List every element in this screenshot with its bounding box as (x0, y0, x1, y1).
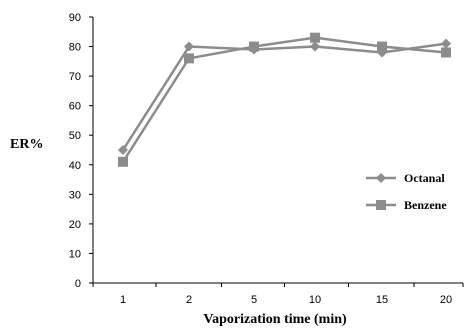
y-tick-label: 10 (69, 248, 81, 260)
legend-entry: Benzene (366, 198, 447, 212)
y-axis-ticks: 0 10 20 30 40 50 60 70 80 90 (69, 12, 93, 290)
series-benzene (118, 32, 451, 167)
y-tick-label: 80 (69, 42, 81, 54)
y-tick-label: 40 (69, 160, 81, 172)
data-point (184, 53, 194, 64)
x-tick-label: 1 (120, 294, 126, 306)
legend-label: Benzene (404, 198, 447, 212)
series-line (121, 42, 447, 151)
y-tick-label: 20 (69, 219, 81, 231)
y-tick-label: 50 (69, 130, 81, 142)
data-point (377, 41, 387, 52)
data-point (118, 145, 128, 155)
y-tick-label: 30 (69, 189, 81, 201)
y-axis-title: ER% (10, 137, 43, 152)
series-octanal (118, 38, 451, 155)
series-layer (118, 32, 451, 167)
y-tick-label: 90 (69, 12, 81, 24)
data-point (249, 41, 259, 52)
data-point (184, 41, 194, 52)
legend: Octanal Benzene (366, 171, 447, 212)
x-tick-label: 10 (309, 294, 321, 306)
y-tick-label: 0 (75, 278, 81, 290)
y-tick-label: 70 (69, 71, 81, 83)
data-point (310, 41, 320, 52)
data-point (118, 156, 128, 167)
x-tick-label: 15 (376, 294, 388, 306)
x-tick-label: 2 (186, 294, 192, 306)
data-point (441, 38, 451, 49)
legend-marker (376, 173, 386, 183)
legend-entry: Octanal (366, 171, 445, 185)
x-tick-label: 20 (440, 294, 452, 306)
y-tick-label: 60 (69, 101, 81, 113)
data-point (441, 47, 451, 58)
x-tick-label: 5 (251, 294, 257, 306)
legend-label: Octanal (404, 171, 445, 185)
x-axis-ticks: 1 2 5 10 15 20 (92, 283, 464, 306)
x-axis-title: Vaporization time (min) (203, 312, 347, 327)
legend-marker (376, 200, 386, 210)
series-line (121, 36, 447, 163)
data-point (310, 32, 320, 43)
